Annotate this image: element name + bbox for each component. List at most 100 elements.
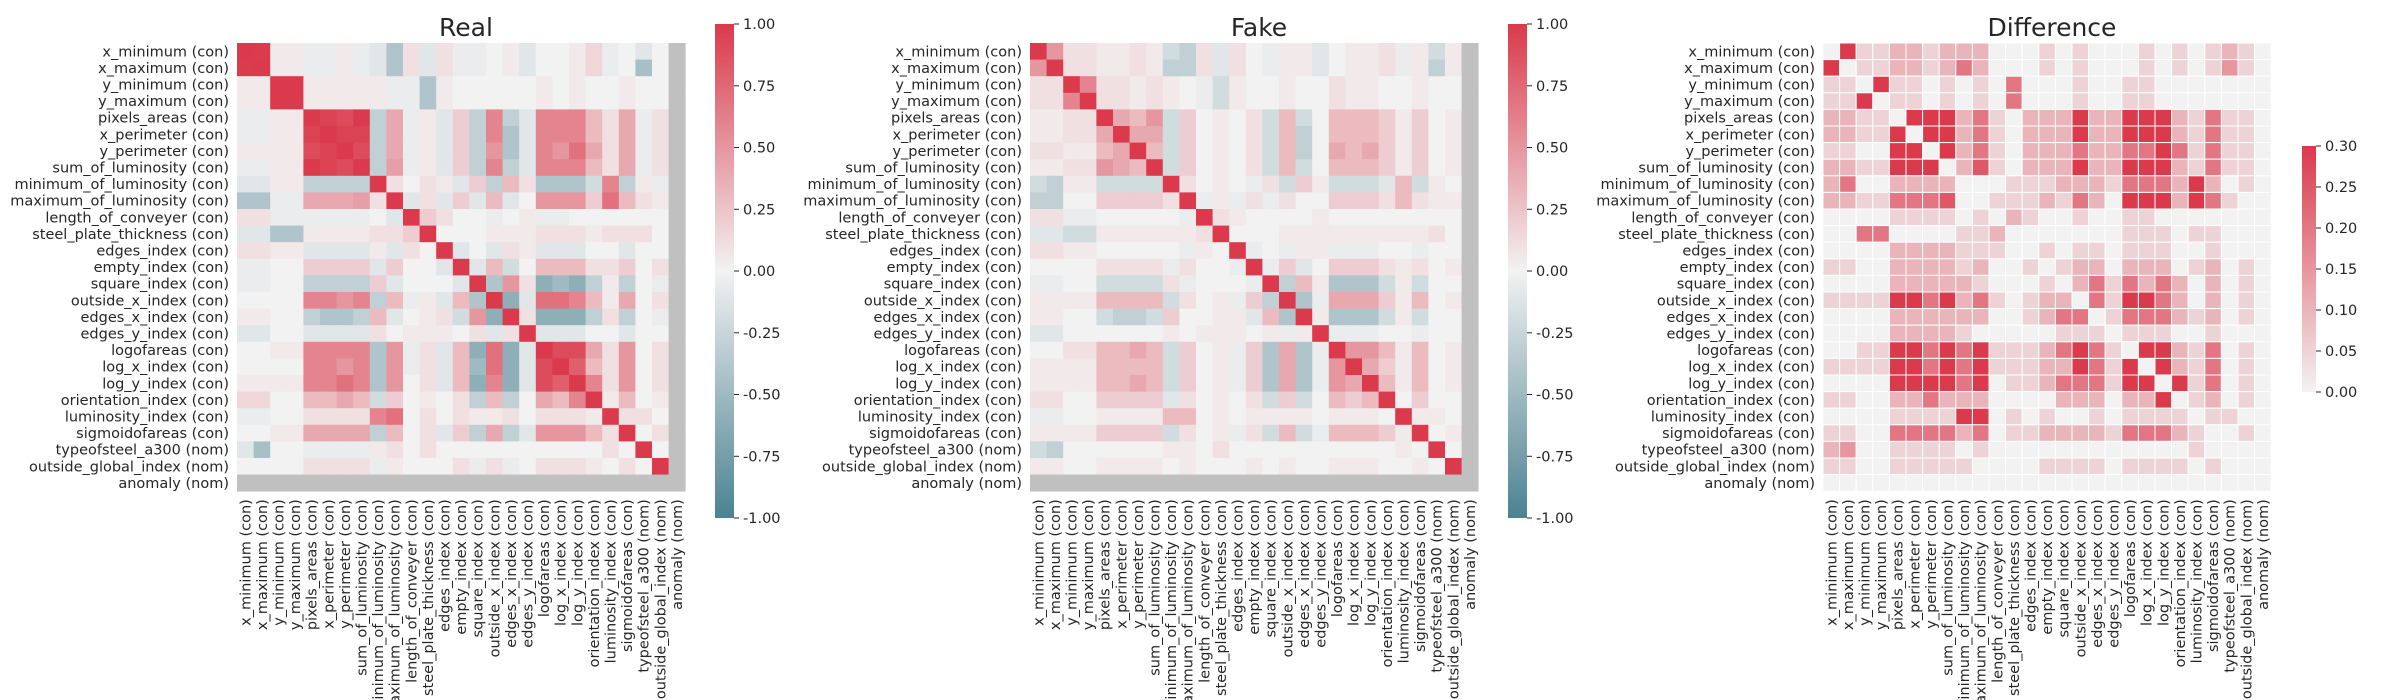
heatmap-cell	[337, 325, 354, 342]
column-label: pixels_areas (con)	[1098, 499, 1114, 630]
heatmap-cell	[370, 425, 387, 442]
heatmap-cell	[1395, 126, 1412, 143]
heatmap-cell	[1972, 226, 1989, 243]
heatmap-cell	[1923, 309, 1940, 326]
heatmap-cell	[1047, 259, 1064, 276]
heatmap-cell	[1989, 408, 2006, 425]
heatmap-cell	[669, 209, 686, 226]
heatmap-cell	[1096, 76, 1113, 93]
heatmap-cell	[1047, 126, 1064, 143]
heatmap-cell	[1213, 425, 1230, 442]
column-label: logofareas (con)	[2123, 499, 2139, 617]
heatmap-cell	[1873, 358, 1890, 375]
heatmap-cell	[337, 309, 354, 326]
heatmap-cell	[619, 143, 636, 160]
heatmap-cell	[1312, 109, 1329, 126]
heatmap-cell	[237, 392, 254, 409]
heatmap-cell	[287, 109, 304, 126]
heatmap-cell	[1063, 275, 1080, 292]
heatmap-cell	[1989, 259, 2006, 276]
column-label: x_perimeter (con)	[1907, 499, 1923, 629]
heatmap-cell	[1362, 176, 1379, 193]
heatmap-cell	[420, 43, 437, 60]
heatmap-cell	[1972, 325, 1989, 342]
heatmap-cell	[1030, 408, 1047, 425]
heatmap-cell	[1856, 342, 1873, 359]
heatmap-cell	[619, 309, 636, 326]
heatmap-cell	[370, 60, 387, 77]
heatmap-cell	[1412, 441, 1429, 458]
heatmap-cell	[1296, 358, 1313, 375]
heatmap-cell	[303, 76, 320, 93]
heatmap-cell	[519, 292, 536, 309]
heatmap-cell	[2138, 242, 2155, 259]
heatmap-cell	[1412, 342, 1429, 359]
heatmap-cell	[1939, 143, 1956, 160]
heatmap-cell	[1840, 392, 1857, 409]
heatmap-cell	[254, 159, 271, 176]
heatmap-cell	[1412, 143, 1429, 160]
heatmap-cell	[1462, 342, 1479, 359]
heatmap-cell	[669, 60, 686, 77]
heatmap-cell	[1063, 109, 1080, 126]
heatmap-cell	[420, 392, 437, 409]
heatmap-cell	[1395, 392, 1412, 409]
heatmap-cell	[370, 325, 387, 342]
heatmap-cell	[1130, 242, 1147, 259]
heatmap-cell	[1080, 309, 1097, 326]
heatmap-cell	[1246, 60, 1263, 77]
row-label: x_perimeter (con)	[99, 127, 229, 143]
heatmap-cell	[2055, 475, 2072, 492]
heatmap-cell	[536, 392, 553, 409]
heatmap-cell	[2022, 209, 2039, 226]
heatmap-cell	[320, 192, 337, 209]
heatmap-cell	[2072, 209, 2089, 226]
heatmap-cell	[1923, 192, 1940, 209]
heatmap-cell	[353, 60, 370, 77]
heatmap-cell	[552, 126, 569, 143]
heatmap-cell	[503, 242, 520, 259]
heatmap-cell	[1395, 342, 1412, 359]
heatmap-cell	[2055, 408, 2072, 425]
heatmap-cell	[1196, 408, 1213, 425]
heatmap-cell	[2172, 358, 2189, 375]
column-label: outside_global_index (nom)	[2239, 499, 2255, 699]
heatmap-cell	[1906, 159, 1923, 176]
heatmap-cell	[519, 60, 536, 77]
heatmap-cell	[2255, 392, 2272, 409]
heatmap-cell	[1889, 226, 1906, 243]
heatmap-cell	[2188, 209, 2205, 226]
heatmap-cell	[652, 392, 669, 409]
heatmap-cell	[1906, 176, 1923, 193]
heatmap-cell	[1395, 242, 1412, 259]
heatmap-cell	[2172, 275, 2189, 292]
heatmap-cell	[1246, 358, 1263, 375]
heatmap-cell	[1130, 309, 1147, 326]
heatmap-cell	[1923, 392, 1940, 409]
heatmap-cell	[1080, 176, 1097, 193]
heatmap-cell	[1989, 76, 2006, 93]
heatmap-cell	[1262, 109, 1279, 126]
heatmap-cell	[2006, 143, 2023, 160]
heatmap-cell	[2089, 242, 2106, 259]
heatmap-cell	[237, 192, 254, 209]
heatmap-cell	[1873, 209, 1890, 226]
heatmap-cell	[1972, 176, 1989, 193]
heatmap-cell	[2188, 126, 2205, 143]
heatmap-cell	[1047, 375, 1064, 392]
heatmap-cell	[1096, 475, 1113, 492]
heatmap-cell	[1889, 43, 1906, 60]
row-label: luminosity_index (con)	[65, 410, 229, 426]
heatmap-cell	[2255, 375, 2272, 392]
heatmap-cell	[1113, 441, 1130, 458]
heatmap-cell	[1047, 176, 1064, 193]
heatmap-cell	[1179, 192, 1196, 209]
heatmap-cell	[2055, 43, 2072, 60]
heatmap-cell	[420, 408, 437, 425]
heatmap-cell	[2155, 375, 2172, 392]
heatmap-cell	[586, 275, 603, 292]
heatmap-cell	[602, 325, 619, 342]
heatmap-cell	[2006, 209, 2023, 226]
heatmap-cell	[1146, 242, 1163, 259]
heatmap-cell	[237, 226, 254, 243]
